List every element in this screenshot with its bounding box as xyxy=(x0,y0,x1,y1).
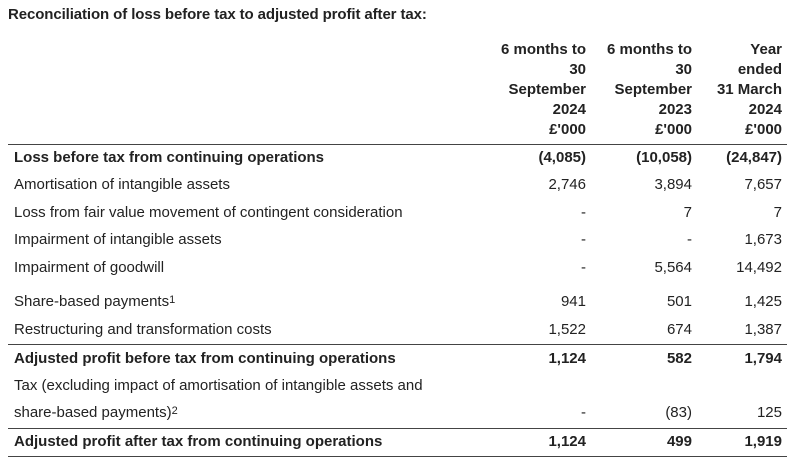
cell-value: 1,919 xyxy=(744,433,782,450)
col2-line5: £'000 xyxy=(655,121,692,138)
cell-value: - xyxy=(687,231,692,248)
cell-value: 2,746 xyxy=(548,176,586,193)
cell-value: - xyxy=(581,259,586,276)
col3-line2: ended xyxy=(737,61,782,78)
col2-line1: 6 months to xyxy=(607,41,692,58)
cell-value: - xyxy=(581,404,586,421)
cell-value: - xyxy=(581,204,586,221)
col1-line2: 30 xyxy=(569,61,586,78)
total-divider-top xyxy=(8,428,787,429)
cell-value: 14,492 xyxy=(736,259,782,276)
cell-value: 7 xyxy=(773,204,782,221)
cell-value: 7 xyxy=(683,204,692,221)
column-header-fy-2024: Year ended 31 March 2024 £'000 xyxy=(717,40,782,140)
cell-value: 1,522 xyxy=(548,321,586,338)
cell-value: 125 xyxy=(756,404,782,421)
row-label: Loss before tax from continuing operatio… xyxy=(14,149,325,166)
cell-value: 941 xyxy=(560,293,586,310)
row-label: share-based payments)2 xyxy=(14,403,178,423)
col1-line4: 2024 xyxy=(552,101,586,118)
row-label: Amortisation of intangible assets xyxy=(14,176,230,193)
cell-value: 1,124 xyxy=(548,350,586,367)
row-label-text: share-based payments) xyxy=(14,404,172,421)
cell-value: 1,124 xyxy=(548,433,586,450)
col3-line5: £'000 xyxy=(745,121,782,138)
col2-line2: 30 xyxy=(675,61,692,78)
col1-line1: 6 months to xyxy=(501,41,586,58)
cell-value: 1,387 xyxy=(744,321,782,338)
column-header-h1-2024: 6 months to 30 September 2024 £'000 xyxy=(501,40,586,140)
cell-value: (4,085) xyxy=(538,149,586,166)
cell-value: 499 xyxy=(666,433,692,450)
row-label: Impairment of goodwill xyxy=(14,259,165,276)
row-label: Adjusted profit before tax from continui… xyxy=(14,350,396,367)
cell-value: - xyxy=(581,231,586,248)
header-divider xyxy=(8,144,787,145)
cell-value: 1,794 xyxy=(744,350,782,367)
col1-line5: £'000 xyxy=(549,121,586,138)
cell-value: 674 xyxy=(666,321,692,338)
row-label: Impairment of intangible assets xyxy=(14,231,222,248)
row-label: Tax (excluding impact of amortisation of… xyxy=(14,377,423,394)
footnote-marker: 1 xyxy=(169,294,176,306)
cell-value: (24,847) xyxy=(726,149,782,166)
cell-value: 1,425 xyxy=(744,293,782,310)
col2-line4: 2023 xyxy=(658,101,692,118)
col3-line3: 31 March xyxy=(716,81,782,98)
col3-line1: Year xyxy=(750,41,782,58)
footnote-marker: 2 xyxy=(171,405,178,417)
row-label-text: Share-based payments xyxy=(14,293,170,310)
cell-value: 582 xyxy=(666,350,692,367)
cell-value: (10,058) xyxy=(636,149,692,166)
row-label: Restructuring and transformation costs xyxy=(14,321,272,338)
col3-line4: 2024 xyxy=(748,101,782,118)
cell-value: 501 xyxy=(666,293,692,310)
row-label: Loss from fair value movement of conting… xyxy=(14,204,403,221)
cell-value: 7,657 xyxy=(744,176,782,193)
col1-line3: September xyxy=(508,81,586,98)
cell-value: 1,673 xyxy=(744,231,782,248)
cell-value: (83) xyxy=(665,404,692,421)
subtotal-divider xyxy=(8,344,787,345)
col2-line3: September xyxy=(614,81,692,98)
page-title: Reconciliation of loss before tax to adj… xyxy=(8,6,427,23)
cell-value: 3,894 xyxy=(654,176,692,193)
row-label: Adjusted profit after tax from continuin… xyxy=(14,433,383,450)
row-label: Share-based payments1 xyxy=(14,292,175,312)
cell-value: 5,564 xyxy=(654,259,692,276)
column-header-h1-2023: 6 months to 30 September 2023 £'000 xyxy=(607,40,692,140)
total-divider-bottom xyxy=(8,456,787,457)
